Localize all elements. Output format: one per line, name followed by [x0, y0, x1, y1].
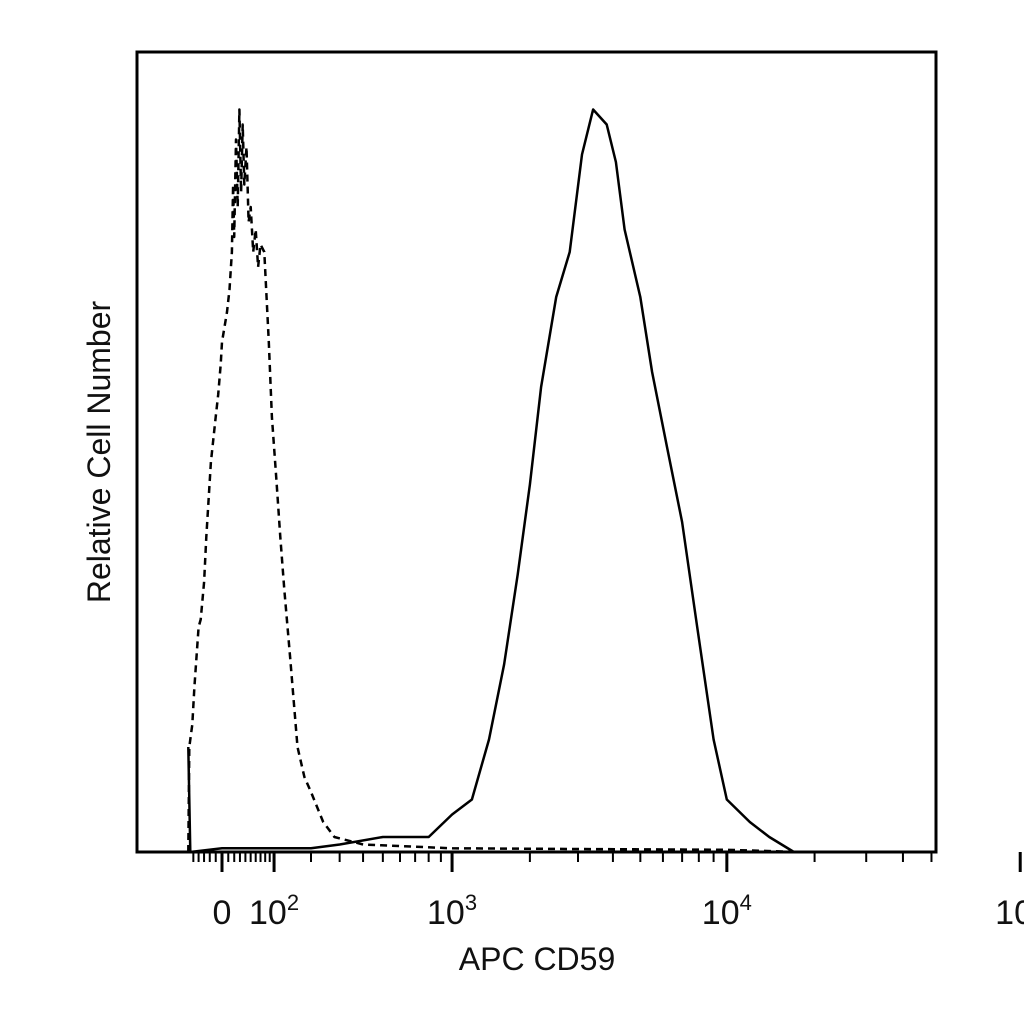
x-axis-tick-label: 0 [213, 894, 232, 932]
tick-label-base: 10 [249, 894, 287, 932]
tick-label-base: 0 [213, 894, 232, 932]
x-axis-tick-label: 104 [702, 890, 752, 932]
plot-frame [135, 50, 938, 854]
tick-label-base: 10 [995, 894, 1024, 932]
x-axis-tick-labels: 0102103104105 [213, 890, 1024, 932]
x-axis-tick-label: 105 [995, 890, 1024, 932]
histogram-series [187, 108, 934, 854]
x-axis-major-ticks [220, 852, 1022, 872]
tick-label-exponent: 3 [465, 890, 477, 915]
x-axis-minor-ticks [192, 852, 933, 862]
tick-label-base: 10 [427, 894, 465, 932]
tick-label-base: 10 [702, 894, 740, 932]
y-axis-label: Relative Cell Number [81, 300, 117, 603]
dashed-histogram-line [187, 108, 934, 854]
tick-label-exponent: 2 [287, 890, 299, 915]
x-axis-tick-label: 103 [427, 890, 477, 932]
solid-histogram-line [187, 108, 934, 854]
x-axis-tick-label: 102 [249, 890, 299, 932]
tick-label-exponent: 4 [740, 890, 752, 915]
x-axis-label: APC CD59 [459, 941, 616, 977]
